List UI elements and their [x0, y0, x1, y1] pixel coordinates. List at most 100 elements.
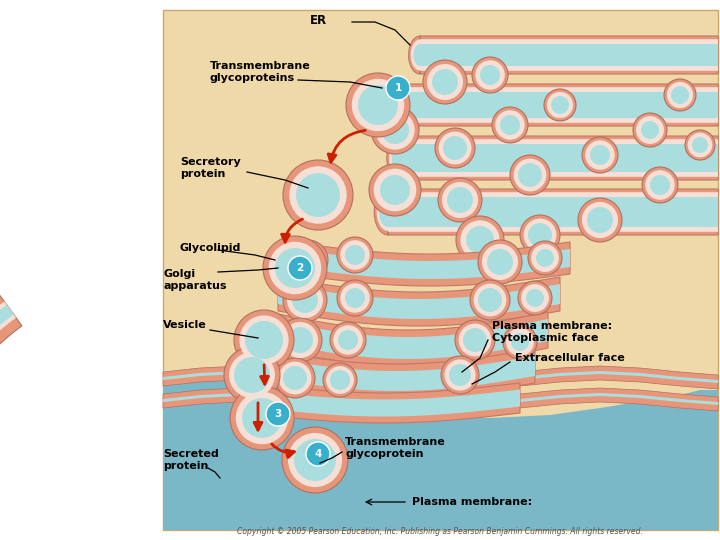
Circle shape: [282, 427, 348, 493]
Circle shape: [582, 202, 618, 238]
Text: Secreted
protein: Secreted protein: [163, 449, 219, 471]
Circle shape: [667, 82, 693, 108]
Circle shape: [279, 362, 311, 394]
Circle shape: [531, 244, 559, 272]
Circle shape: [292, 287, 318, 313]
Circle shape: [435, 128, 475, 168]
Circle shape: [521, 284, 549, 312]
Polygon shape: [163, 10, 718, 530]
Polygon shape: [163, 370, 718, 530]
Circle shape: [587, 207, 613, 233]
Circle shape: [245, 321, 283, 359]
Circle shape: [432, 69, 458, 95]
Circle shape: [492, 107, 528, 143]
Circle shape: [692, 137, 708, 153]
Circle shape: [438, 132, 472, 164]
Circle shape: [306, 442, 330, 466]
Circle shape: [470, 280, 510, 320]
Circle shape: [375, 110, 415, 150]
Circle shape: [341, 284, 370, 313]
Polygon shape: [163, 388, 718, 414]
Circle shape: [278, 318, 322, 362]
Polygon shape: [397, 84, 718, 126]
Circle shape: [288, 433, 342, 487]
Polygon shape: [409, 36, 718, 74]
Circle shape: [371, 106, 419, 154]
Circle shape: [369, 164, 421, 216]
Circle shape: [337, 280, 373, 316]
Circle shape: [478, 288, 502, 312]
Circle shape: [582, 137, 618, 173]
Text: 1: 1: [395, 83, 402, 93]
Circle shape: [330, 370, 350, 390]
Circle shape: [449, 364, 471, 386]
Circle shape: [296, 248, 320, 272]
Circle shape: [358, 85, 398, 125]
Text: ER: ER: [310, 14, 327, 26]
Circle shape: [528, 223, 552, 247]
Circle shape: [229, 352, 275, 398]
Polygon shape: [290, 242, 570, 286]
Circle shape: [269, 242, 321, 294]
Polygon shape: [290, 249, 570, 279]
Polygon shape: [402, 92, 718, 118]
Circle shape: [442, 182, 478, 218]
Polygon shape: [258, 349, 535, 398]
Circle shape: [500, 115, 520, 135]
Circle shape: [282, 322, 318, 358]
Circle shape: [345, 245, 365, 265]
Circle shape: [466, 226, 494, 254]
Text: Transmembrane
glycoproteins: Transmembrane glycoproteins: [210, 61, 311, 83]
Circle shape: [482, 244, 518, 280]
Circle shape: [472, 57, 508, 93]
Polygon shape: [163, 371, 718, 386]
Circle shape: [459, 323, 491, 356]
Circle shape: [475, 60, 505, 90]
Text: Transmembrane
glycoprotein: Transmembrane glycoprotein: [345, 437, 446, 459]
Circle shape: [547, 92, 573, 118]
Circle shape: [544, 89, 576, 121]
Circle shape: [480, 65, 500, 85]
Polygon shape: [258, 356, 535, 391]
Circle shape: [443, 136, 467, 160]
Text: 4: 4: [315, 449, 322, 459]
Polygon shape: [248, 383, 520, 423]
Circle shape: [337, 237, 373, 273]
Circle shape: [338, 330, 358, 350]
Circle shape: [287, 282, 323, 318]
Circle shape: [427, 64, 463, 100]
Polygon shape: [0, 293, 22, 520]
Circle shape: [518, 281, 552, 315]
Circle shape: [283, 366, 307, 390]
Text: Plasma membrane:: Plasma membrane:: [412, 497, 532, 507]
Circle shape: [330, 322, 366, 358]
Circle shape: [230, 386, 294, 450]
Circle shape: [460, 220, 500, 260]
Circle shape: [346, 73, 410, 137]
Circle shape: [345, 288, 365, 308]
Circle shape: [487, 249, 513, 275]
Circle shape: [503, 325, 537, 359]
Circle shape: [495, 110, 525, 140]
Circle shape: [585, 140, 615, 170]
Circle shape: [275, 248, 315, 288]
Circle shape: [523, 219, 557, 252]
Polygon shape: [410, 39, 718, 71]
Circle shape: [511, 333, 529, 351]
Circle shape: [455, 320, 495, 360]
Polygon shape: [387, 136, 718, 180]
Circle shape: [536, 249, 554, 267]
Circle shape: [326, 366, 354, 394]
Text: 2: 2: [297, 263, 304, 273]
Circle shape: [234, 310, 294, 370]
Text: Golgi
apparatus: Golgi apparatus: [163, 269, 227, 291]
Polygon shape: [268, 312, 548, 366]
Polygon shape: [278, 284, 560, 319]
Text: 3: 3: [274, 409, 282, 419]
Circle shape: [292, 244, 325, 276]
Polygon shape: [163, 393, 718, 408]
Circle shape: [266, 402, 290, 426]
Circle shape: [235, 392, 288, 444]
Circle shape: [506, 328, 534, 356]
Polygon shape: [0, 301, 16, 520]
